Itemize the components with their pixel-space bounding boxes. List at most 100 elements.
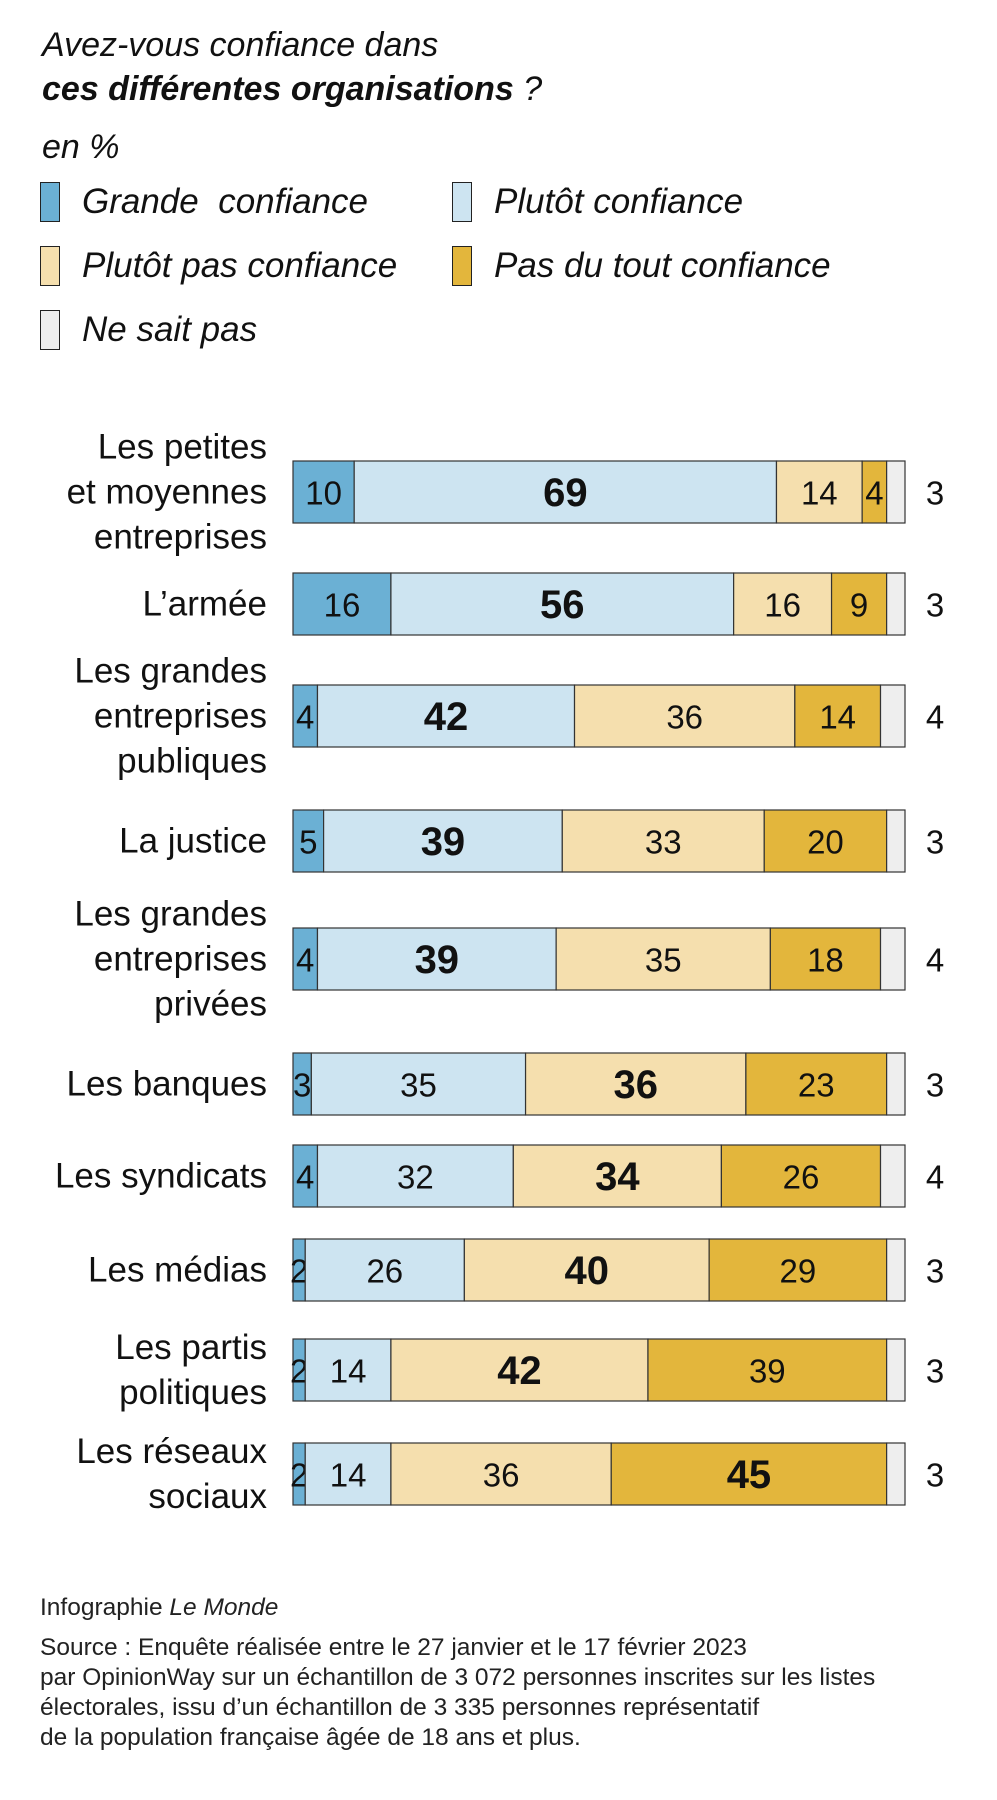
bar-segment-pas-du-tout-confiance-4 bbox=[763, 809, 888, 873]
bar-segment-plutot-confiance-1 bbox=[353, 460, 778, 524]
data-label-grande-confiance-10: 2 bbox=[290, 1457, 308, 1494]
data-label-ne-sait-pas-1: 3 bbox=[926, 475, 944, 512]
data-label-plutot-pas-confiance-3: 36 bbox=[666, 699, 703, 736]
data-label-plutot-confiance-8: 26 bbox=[366, 1253, 403, 1290]
chart-title-line2: ces différentes organisations ? bbox=[42, 70, 542, 109]
bar-segment-ne-sait-pas-2 bbox=[886, 572, 906, 636]
data-label-grande-confiance-3: 4 bbox=[296, 699, 314, 736]
legend-item-plutot-pas-confiance: Plutôt pas confiance bbox=[40, 246, 397, 286]
source-line-3: électorales, issu d’un échantillon de 3 … bbox=[40, 1694, 760, 1721]
legend-swatch bbox=[40, 182, 60, 222]
bar-segment-plutot-confiance-5 bbox=[316, 927, 557, 991]
data-label-ne-sait-pas-5: 4 bbox=[926, 942, 944, 979]
data-label-ne-sait-pas-10: 3 bbox=[926, 1457, 944, 1494]
data-label-plutot-confiance-4: 39 bbox=[421, 820, 466, 864]
data-label-ne-sait-pas-7: 4 bbox=[926, 1159, 944, 1196]
source-line-4: de la population française âgée de 18 an… bbox=[40, 1724, 581, 1751]
category-label-les-syndicats: Les syndicats bbox=[55, 1157, 267, 1196]
data-label-pas-du-tout-confiance-9: 39 bbox=[749, 1353, 786, 1390]
bar-segment-grande-confiance-4 bbox=[292, 809, 325, 873]
unit-label: en % bbox=[42, 128, 120, 166]
bar-segment-ne-sait-pas-10 bbox=[886, 1442, 906, 1506]
data-label-grande-confiance-1: 10 bbox=[305, 475, 342, 512]
data-label-pas-du-tout-confiance-4: 20 bbox=[807, 824, 844, 861]
source-line-1: Source : Enquête réalisée entre le 27 ja… bbox=[40, 1634, 747, 1661]
category-label-les-grandes-entreprises-publiques-line1: Les grandes bbox=[74, 652, 267, 691]
legend-item-grande-confiance: Grande confiance bbox=[40, 182, 368, 222]
data-label-ne-sait-pas-6: 3 bbox=[926, 1067, 944, 1104]
bar-segment-plutot-pas-confiance-4 bbox=[561, 809, 765, 873]
legend-item-pas-du-tout-confiance: Pas du tout confiance bbox=[452, 246, 831, 286]
bar-segment-ne-sait-pas-3 bbox=[879, 684, 906, 748]
chart-title-end: ? bbox=[513, 70, 543, 108]
bar-segment-plutot-confiance-10 bbox=[304, 1442, 392, 1506]
bar-segment-pas-du-tout-confiance-5 bbox=[769, 927, 882, 991]
data-label-grande-confiance-8: 2 bbox=[290, 1253, 308, 1290]
bar-segment-pas-du-tout-confiance-10 bbox=[610, 1442, 888, 1506]
data-label-plutot-confiance-5: 39 bbox=[415, 938, 460, 982]
legend-item-plutot-confiance: Plutôt confiance bbox=[452, 182, 743, 222]
chart-title-bold: ces différentes organisations bbox=[42, 70, 514, 108]
data-label-plutot-pas-confiance-9: 42 bbox=[497, 1349, 542, 1393]
category-label-la-justice: La justice bbox=[119, 822, 267, 861]
category-label-les-grandes-entreprises-privees-line1: Les grandes bbox=[74, 895, 267, 934]
bar-segment-pas-du-tout-confiance-7 bbox=[720, 1144, 882, 1208]
bar-segment-plutot-confiance-7 bbox=[316, 1144, 514, 1208]
category-label-les-grandes-entreprises-publiques-line3: publiques bbox=[117, 742, 267, 781]
legend-swatch bbox=[452, 182, 472, 222]
bar-segment-pas-du-tout-confiance-8 bbox=[708, 1238, 888, 1302]
bar-segment-ne-sait-pas-6 bbox=[886, 1052, 906, 1116]
bar-segment-plutot-confiance-3 bbox=[316, 684, 576, 748]
data-label-pas-du-tout-confiance-5: 18 bbox=[807, 942, 844, 979]
data-label-plutot-pas-confiance-2: 16 bbox=[764, 587, 801, 624]
credit-line: Infographie Le Monde bbox=[40, 1594, 278, 1622]
chart-title-line1: Avez-vous confiance dans bbox=[42, 26, 439, 64]
credit-name: Le Monde bbox=[169, 1594, 279, 1621]
category-label-les-reseaux-sociaux-line1: Les réseaux bbox=[76, 1432, 267, 1471]
bar-segment-plutot-pas-confiance-3 bbox=[573, 684, 796, 748]
bar-segment-ne-sait-pas-4 bbox=[886, 809, 906, 873]
legend-swatch bbox=[452, 246, 472, 286]
bar-segment-plutot-confiance-8 bbox=[304, 1238, 465, 1302]
data-label-ne-sait-pas-3: 4 bbox=[926, 699, 944, 736]
data-label-plutot-pas-confiance-8: 40 bbox=[565, 1249, 610, 1293]
category-label-les-partis-politiques-line1: Les partis bbox=[115, 1328, 267, 1367]
category-label-les-medias: Les médias bbox=[88, 1251, 267, 1290]
data-label-pas-du-tout-confiance-10: 45 bbox=[727, 1453, 772, 1497]
source-line-2: par OpinionWay sur un échantillon de 3 0… bbox=[40, 1664, 876, 1691]
data-label-grande-confiance-2: 16 bbox=[324, 587, 361, 624]
data-label-plutot-confiance-7: 32 bbox=[397, 1159, 434, 1196]
data-label-plutot-pas-confiance-1: 14 bbox=[801, 475, 838, 512]
category-label-les-grandes-entreprises-publiques-line2: entreprises bbox=[94, 697, 267, 736]
data-label-plutot-confiance-3: 42 bbox=[424, 695, 469, 739]
bar-segment-plutot-confiance-4 bbox=[323, 809, 563, 873]
bar-segment-grande-confiance-3 bbox=[292, 684, 319, 748]
data-label-plutot-confiance-10: 14 bbox=[330, 1457, 367, 1494]
data-label-plutot-pas-confiance-5: 35 bbox=[645, 942, 682, 979]
category-label-les-partis-politiques-line2: politiques bbox=[119, 1373, 267, 1412]
data-label-grande-confiance-9: 2 bbox=[290, 1353, 308, 1390]
data-label-plutot-confiance-9: 14 bbox=[330, 1353, 367, 1390]
data-label-ne-sait-pas-4: 3 bbox=[926, 824, 944, 861]
data-label-plutot-pas-confiance-4: 33 bbox=[645, 824, 682, 861]
category-label-les-petites-et-moyennes-entreprises-line2: et moyennes bbox=[67, 473, 267, 512]
bar-segment-grande-confiance-1 bbox=[292, 460, 355, 524]
data-label-ne-sait-pas-9: 3 bbox=[926, 1353, 944, 1390]
data-label-pas-du-tout-confiance-6: 23 bbox=[798, 1067, 835, 1104]
legend-label: Pas du tout confiance bbox=[494, 246, 831, 285]
bar-segment-ne-sait-pas-7 bbox=[879, 1144, 906, 1208]
legend-label: Grande confiance bbox=[82, 182, 369, 221]
bar-segment-plutot-confiance-2 bbox=[390, 572, 735, 636]
data-label-grande-confiance-4: 5 bbox=[299, 824, 317, 861]
bar-segment-ne-sait-pas-9 bbox=[886, 1338, 906, 1402]
data-label-plutot-confiance-1: 69 bbox=[543, 471, 588, 515]
data-label-plutot-confiance-2: 56 bbox=[540, 583, 585, 627]
data-label-plutot-pas-confiance-7: 34 bbox=[595, 1155, 640, 1199]
bar-segment-grande-confiance-7 bbox=[292, 1144, 319, 1208]
bar-segment-grande-confiance-2 bbox=[292, 572, 392, 636]
data-label-grande-confiance-5: 4 bbox=[296, 942, 314, 979]
legend-swatch bbox=[40, 246, 60, 286]
bar-segment-pas-du-tout-confiance-6 bbox=[745, 1052, 888, 1116]
legend-swatch bbox=[40, 310, 60, 350]
bar-segment-plutot-pas-confiance-6 bbox=[524, 1052, 747, 1116]
